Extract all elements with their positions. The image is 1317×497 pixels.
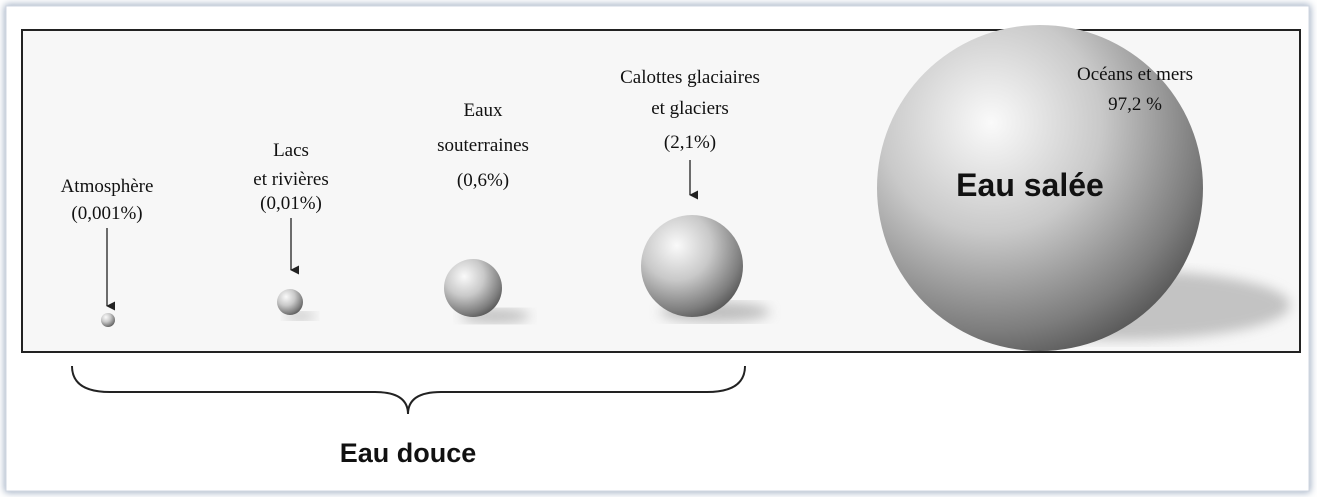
reservoir-share: 97,2 % bbox=[1108, 94, 1162, 115]
reservoir-share: (2,1%) bbox=[664, 132, 716, 153]
reservoir-label: souterraines bbox=[437, 135, 529, 156]
reservoir-label: Océans et mers bbox=[1077, 64, 1193, 85]
fresh-label: Eau douce bbox=[340, 438, 477, 468]
reservoir-share: (0,01%) bbox=[260, 193, 322, 214]
reservoir-label: Calottes glaciaires bbox=[620, 67, 760, 88]
sphere bbox=[277, 289, 303, 315]
sphere bbox=[641, 215, 743, 317]
sphere bbox=[444, 259, 502, 317]
salt-label: Eau salée bbox=[956, 167, 1104, 203]
diagram: Atmosphère (0,001%) Lacs et rivières (0,… bbox=[0, 0, 1317, 497]
reservoir-label: et rivières bbox=[253, 169, 328, 190]
reservoir-label: Atmosphère bbox=[61, 176, 154, 197]
reservoir-label: Lacs bbox=[273, 140, 309, 161]
reservoir-label: Eaux bbox=[463, 100, 503, 121]
reservoir-share: (0,6%) bbox=[457, 170, 509, 191]
reservoir-label: et glaciers bbox=[651, 98, 729, 119]
sphere bbox=[101, 313, 115, 327]
reservoir-share: (0,001%) bbox=[71, 203, 142, 224]
